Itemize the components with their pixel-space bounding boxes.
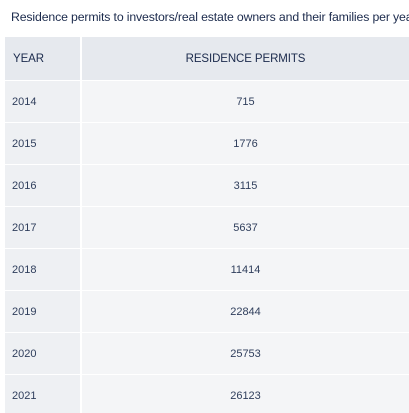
permits-cell: 3115 <box>82 165 409 206</box>
table-row: 2021 26123 <box>5 375 409 413</box>
permits-cell: 11414 <box>82 249 409 290</box>
permits-cell: 25753 <box>82 333 409 374</box>
table-row: 2017 5637 <box>5 207 409 249</box>
permits-cell: 22844 <box>82 291 409 332</box>
year-cell: 2016 <box>5 165 82 206</box>
table-header-row: YEAR RESIDENCE PERMITS <box>5 37 409 81</box>
year-cell: 2019 <box>5 291 82 332</box>
table-row: 2014 715 <box>5 81 409 123</box>
year-cell: 2014 <box>5 81 82 122</box>
permits-cell: 5637 <box>82 207 409 248</box>
table-row: 2018 11414 <box>5 249 409 291</box>
table-row: 2015 1776 <box>5 123 409 165</box>
year-cell: 2021 <box>5 375 82 413</box>
year-cell: 2015 <box>5 123 82 164</box>
column-header-year: YEAR <box>5 37 82 80</box>
column-header-residence-permits: RESIDENCE PERMITS <box>82 37 409 80</box>
table-row: 2020 25753 <box>5 333 409 375</box>
table-title: Residence permits to investors/real esta… <box>11 10 409 24</box>
permits-cell: 26123 <box>82 375 409 413</box>
year-cell: 2018 <box>5 249 82 290</box>
year-cell: 2020 <box>5 333 82 374</box>
table-row: 2016 3115 <box>5 165 409 207</box>
permits-cell: 715 <box>82 81 409 122</box>
permits-cell: 1776 <box>82 123 409 164</box>
permits-table: YEAR RESIDENCE PERMITS 2014 715 2015 1776 20… <box>5 37 409 413</box>
table-row: 2019 22844 <box>5 291 409 333</box>
table-body: 2014 715 2015 1776 2016 3115 2017 5637 2018 11414… <box>5 81 409 413</box>
year-cell: 2017 <box>5 207 82 248</box>
